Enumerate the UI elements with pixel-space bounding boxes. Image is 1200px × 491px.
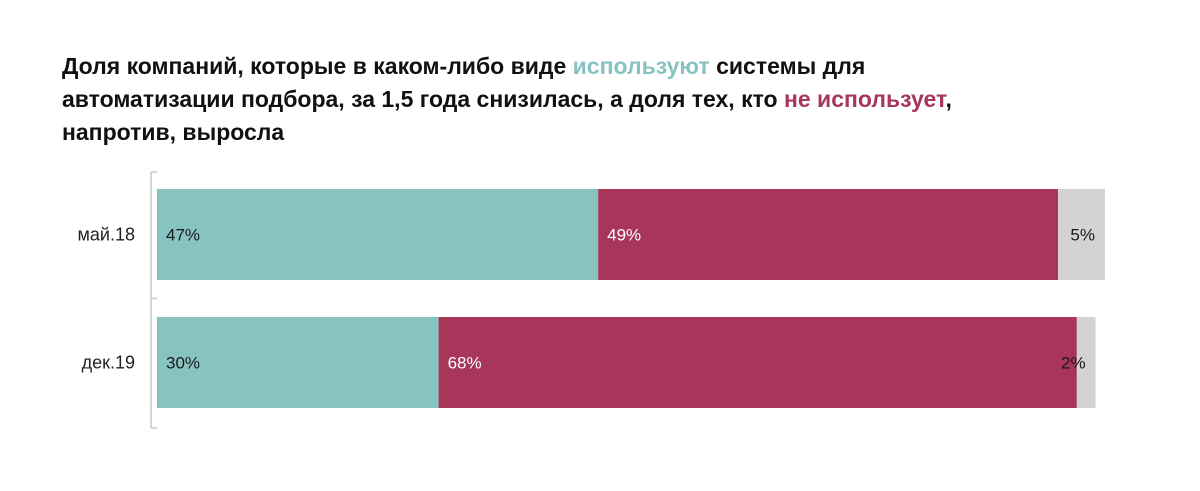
title-part-1: Доля компаний, которые в каком-либо виде [62,53,573,79]
bar-segment [157,189,599,280]
data-label: 30% [166,354,200,373]
bar-segment [1076,317,1096,408]
bar-segment [157,317,439,408]
category-label: май.18 [78,225,135,245]
bar-segment [438,317,1077,408]
data-label: 47% [166,226,200,245]
data-label: 49% [607,226,641,245]
data-label: 68% [448,354,482,373]
chart-title: Доля компаний, которые в каком-либо виде… [62,50,982,149]
title-highlight-not-use: не использует [783,86,946,112]
title-part-3: , напротив, выросла [62,86,952,145]
category-label: дек.19 [82,353,135,373]
bar-segment [598,189,1059,280]
data-label: 5% [1070,226,1095,245]
bar-segment [1058,189,1105,280]
title-highlight-use: используют [572,53,710,79]
data-label: 2% [1061,354,1086,373]
title-part-2: системы для автоматизации подбора, за 1,… [62,53,866,112]
